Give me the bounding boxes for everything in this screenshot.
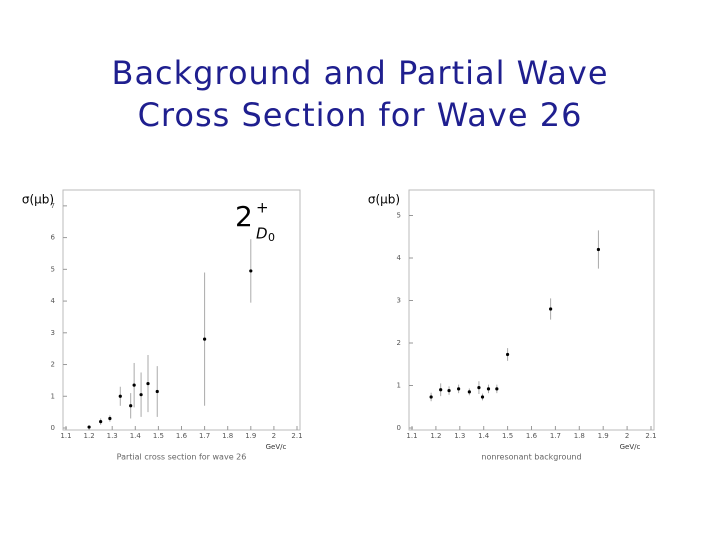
y-tick-label: 4 — [51, 297, 56, 305]
data-point — [129, 404, 133, 408]
data-point — [506, 352, 510, 357]
x-tick-label: 1.8 — [574, 432, 585, 440]
x-tick-label: 2.1 — [291, 432, 302, 440]
y-axis-label: σ(μb) — [22, 193, 54, 207]
y-tick-label: 6 — [51, 234, 56, 242]
data-point — [495, 387, 499, 391]
data-point — [486, 387, 491, 391]
data-point — [139, 393, 143, 397]
y-tick-label: 7 — [51, 202, 55, 210]
x-tick-label: 2 — [272, 432, 276, 440]
y-tick-label: 2 — [51, 361, 55, 369]
data-point — [467, 390, 471, 394]
data-point — [480, 395, 485, 399]
data-point — [155, 389, 159, 394]
x-tick-label: 1.2 — [84, 432, 95, 440]
data-point — [249, 269, 253, 273]
slide-title: Background and Partial Wave Cross Sectio… — [111, 54, 609, 134]
y-tick-label: 3 — [51, 329, 55, 337]
x-tick-label: 1.9 — [245, 432, 256, 440]
data-point — [457, 387, 461, 391]
data-point — [477, 386, 481, 390]
x-tick-label: 1.4 — [478, 432, 490, 440]
y-tick-label: 2 — [397, 339, 401, 347]
y-tick-label: 0 — [51, 424, 55, 432]
x-tick-label: 1.5 — [502, 432, 513, 440]
x-tick-label: 1.1 — [60, 432, 71, 440]
x-tick-label: 2.1 — [645, 432, 656, 440]
y-tick-label: 1 — [51, 392, 55, 400]
x-unit-label: GeV/c — [266, 443, 287, 451]
x-tick-label: 1.5 — [153, 432, 164, 440]
x-unit-label: GeV/c — [620, 443, 641, 451]
y-axis-label: σ(μb) — [368, 193, 400, 207]
data-point — [108, 416, 112, 421]
x-tick-label: 1.1 — [406, 432, 417, 440]
data-point — [429, 395, 433, 399]
x-tick-label: 1.3 — [107, 432, 118, 440]
x-axis-label: Partial cross section for wave 26 — [117, 453, 247, 462]
data-point — [596, 247, 601, 252]
y-tick-label: 0 — [397, 424, 401, 432]
x-tick-label: 1.8 — [222, 432, 233, 440]
data-point — [99, 420, 103, 424]
data-point — [132, 383, 136, 387]
plot-frame — [408, 189, 655, 431]
y-tick-label: 5 — [397, 212, 401, 220]
data-point — [549, 307, 553, 311]
y-tick-label: 1 — [397, 382, 401, 390]
data-point — [203, 337, 207, 341]
data-point — [87, 425, 91, 429]
annotation-sup: + — [256, 199, 269, 217]
x-axis-label: nonresonant background — [481, 453, 581, 462]
data-point — [447, 389, 451, 393]
x-tick-label: 1.3 — [454, 432, 465, 440]
data-point — [439, 388, 443, 392]
data-point — [118, 394, 122, 398]
annotation-sub-index: 0 — [268, 231, 275, 244]
annotation-sub: D — [256, 225, 268, 243]
x-tick-label: 1.7 — [199, 432, 210, 440]
x-tick-label: 1.7 — [550, 432, 561, 440]
y-tick-label: 4 — [397, 254, 402, 262]
x-tick-label: 1.4 — [130, 432, 142, 440]
data-point — [146, 381, 150, 386]
x-tick-label: 1.6 — [526, 432, 538, 440]
x-tick-label: 1.6 — [176, 432, 188, 440]
x-tick-label: 1.2 — [430, 432, 441, 440]
x-tick-label: 2 — [625, 432, 629, 440]
y-tick-label: 3 — [397, 297, 401, 305]
y-tick-label: 5 — [51, 265, 55, 273]
x-tick-label: 1.9 — [598, 432, 609, 440]
annotation-base: 2 — [235, 200, 253, 233]
